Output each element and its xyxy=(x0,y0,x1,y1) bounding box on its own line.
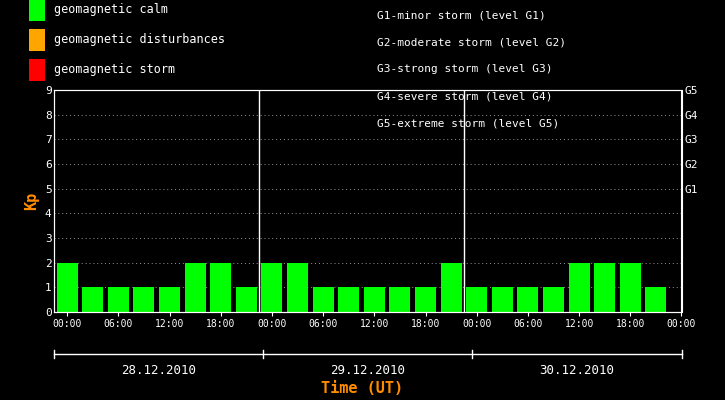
Bar xyxy=(262,263,283,312)
Text: Time (UT): Time (UT) xyxy=(321,381,404,396)
Bar xyxy=(543,287,564,312)
Bar xyxy=(339,287,359,312)
Text: geomagnetic calm: geomagnetic calm xyxy=(54,4,167,16)
Bar xyxy=(415,287,436,312)
Bar xyxy=(441,263,462,312)
Y-axis label: Kp: Kp xyxy=(25,192,39,210)
Text: G4-severe storm (level G4): G4-severe storm (level G4) xyxy=(377,92,552,102)
Bar xyxy=(594,263,616,312)
Bar xyxy=(108,287,129,312)
Text: geomagnetic storm: geomagnetic storm xyxy=(54,64,175,76)
Bar xyxy=(185,263,206,312)
Bar xyxy=(492,287,513,312)
Text: G1-minor storm (level G1): G1-minor storm (level G1) xyxy=(377,10,546,20)
Bar xyxy=(568,263,589,312)
Bar xyxy=(518,287,539,312)
Text: 28.12.2010: 28.12.2010 xyxy=(121,364,196,377)
Bar xyxy=(57,263,78,312)
Bar xyxy=(82,287,103,312)
Text: 30.12.2010: 30.12.2010 xyxy=(539,364,615,377)
Bar xyxy=(159,287,180,312)
Text: G3-strong storm (level G3): G3-strong storm (level G3) xyxy=(377,64,552,74)
Bar xyxy=(466,287,487,312)
Bar xyxy=(133,287,154,312)
Bar xyxy=(287,263,308,312)
Text: geomagnetic disturbances: geomagnetic disturbances xyxy=(54,34,225,46)
Bar xyxy=(645,287,666,312)
Bar xyxy=(210,263,231,312)
Bar xyxy=(389,287,410,312)
Text: G5-extreme storm (level G5): G5-extreme storm (level G5) xyxy=(377,119,559,129)
Text: 29.12.2010: 29.12.2010 xyxy=(331,364,405,377)
Bar xyxy=(236,287,257,312)
Bar xyxy=(312,287,334,312)
Text: G2-moderate storm (level G2): G2-moderate storm (level G2) xyxy=(377,37,566,47)
Bar xyxy=(364,287,385,312)
Bar xyxy=(620,263,641,312)
